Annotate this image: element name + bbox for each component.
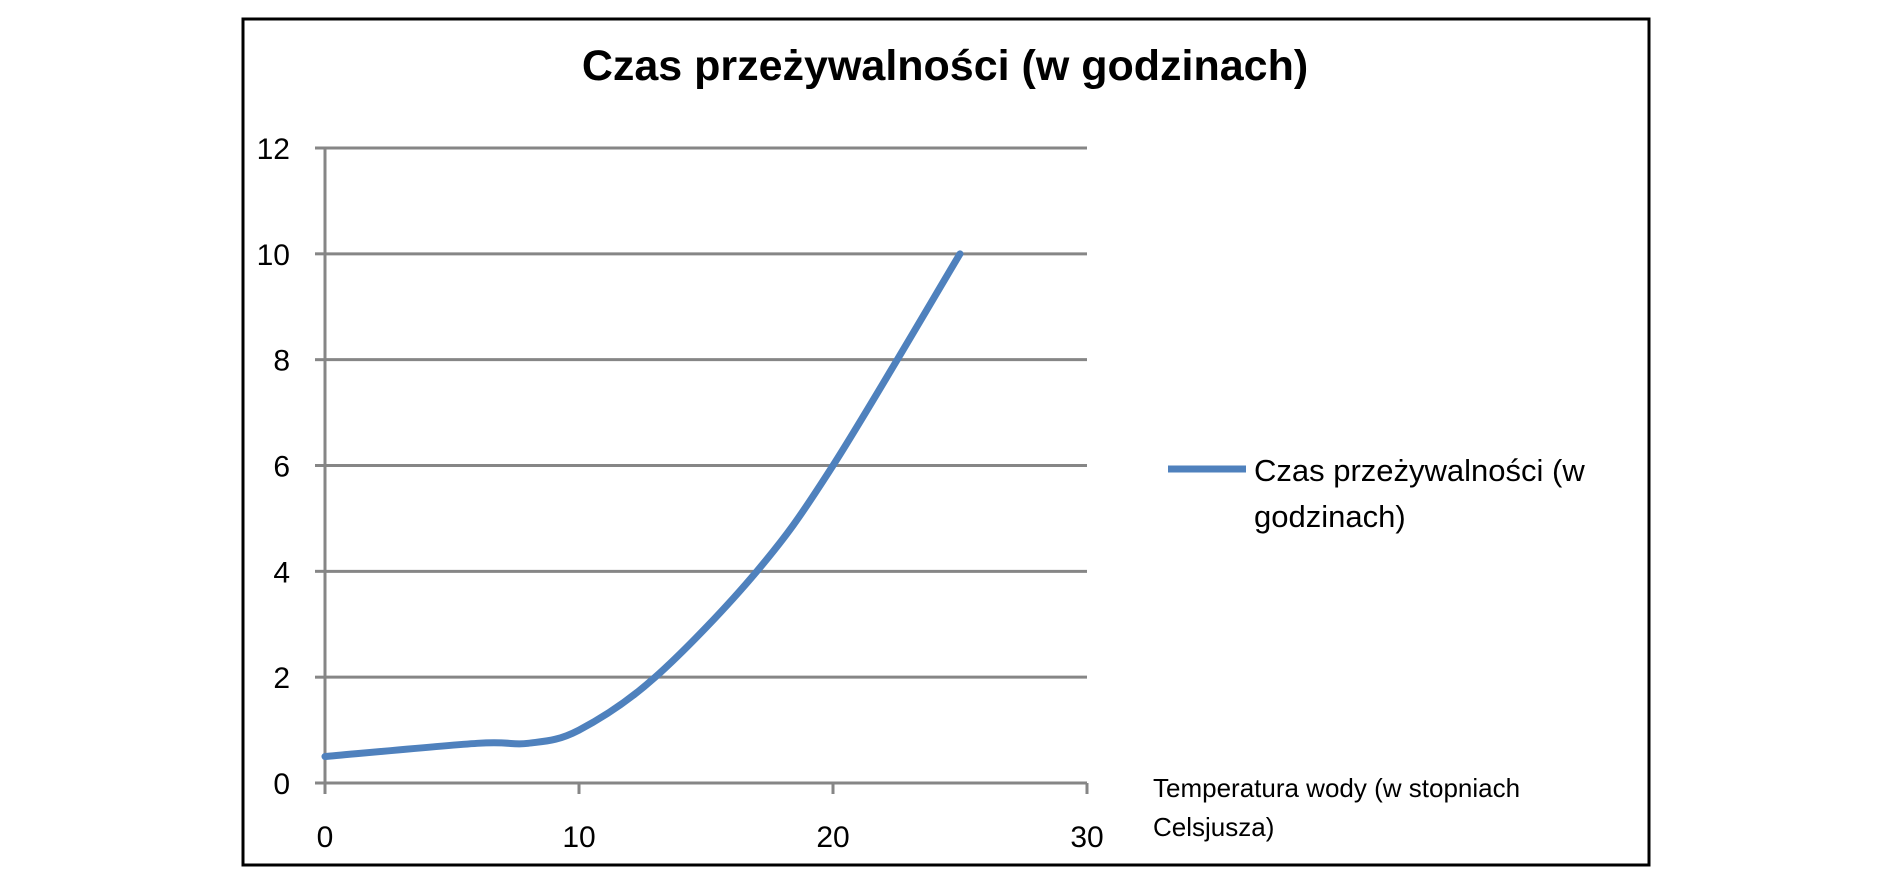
y-tick-label: 8 (273, 345, 290, 378)
x-axis-label-line-1: Temperatura wody (w stopniach (1153, 773, 1520, 803)
axes (323, 148, 1087, 785)
legend-label-line-2: godzinach) (1254, 499, 1406, 534)
x-axis-label-line-2: Celsjusza) (1153, 812, 1274, 842)
series-lines (321, 250, 964, 761)
y-tick-label: 6 (273, 451, 290, 484)
x-tick-label: 10 (562, 821, 595, 854)
y-tick-label: 10 (257, 239, 290, 272)
chart-title: Czas przeżywalności (w godzinach) (582, 42, 1308, 90)
y-tick-label: 0 (273, 768, 290, 801)
y-tick-label: 12 (257, 133, 290, 166)
y-tick-labels: 0 2 4 6 8 10 12 (257, 133, 290, 801)
y-tick-label: 4 (273, 556, 290, 589)
y-tick-label: 2 (273, 662, 290, 695)
x-tick-label: 20 (816, 821, 849, 854)
x-tick-label: 30 (1070, 821, 1103, 854)
chart-border (241, 17, 1651, 867)
x-tick-label: 0 (317, 821, 334, 854)
legend: Czas przeżywalności (w godzinach) (1168, 453, 1585, 534)
x-tick-labels: 0 10 20 30 (317, 821, 1104, 854)
series-line (321, 250, 964, 761)
legend-label-line-1: Czas przeżywalności (w (1254, 453, 1585, 488)
